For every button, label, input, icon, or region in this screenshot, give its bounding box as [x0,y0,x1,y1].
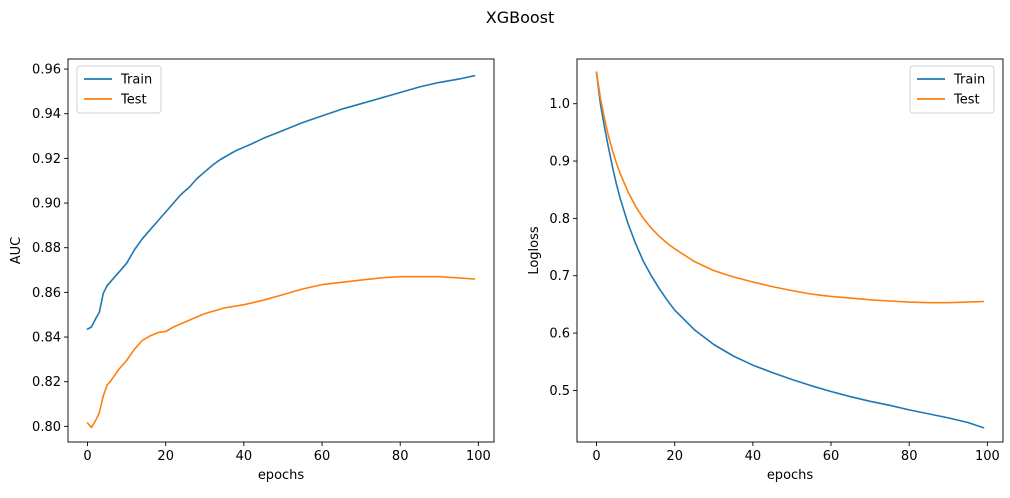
y-tick-label: 0.80 [32,420,61,435]
x-tick-label: 0 [83,449,91,464]
y-tick-label: 0.82 [32,375,61,390]
legend-box [909,65,995,114]
x-tick-label: 100 [975,449,1000,464]
logloss-chart: 0 20 40 60 80 100 0.5 0.6 0.7 0.8 0.9 1.0 epochs Logl… [527,58,1004,483]
x-tick-label: 40 [236,449,253,464]
x-tick-label: 20 [666,449,683,464]
legend-box [76,65,162,114]
auc-chart: 0 20 40 60 80 100 0.80 0.82 0.84 0.86 0.88 0.90 0.92… [9,58,495,483]
y-axis-label: AUC [9,237,24,265]
x-tick-label: 0 [592,449,600,464]
y-tick-label: 0.86 [32,286,61,301]
y-tick-label: 0.84 [32,331,61,346]
y-tick-label: 0.9 [549,155,570,170]
x-axis-label: epochs [767,468,814,483]
y-tick-label: 0.7 [549,269,570,284]
legend-label-test: Test [120,93,147,108]
x-tick-label: 60 [314,449,331,464]
x-tick-label: 80 [392,449,409,464]
x-tick-label: 100 [466,449,491,464]
legend: Train Test [76,65,162,114]
legend-label-train: Train [953,73,985,88]
y-tick-label: 0.8 [549,212,570,227]
series-line-train [86,74,476,331]
y-tick-label: 1.0 [549,97,570,112]
plot-frame [67,58,495,443]
series-line-train [595,71,985,429]
y-tick-label: 0.6 [549,327,570,342]
y-tick-label: 0.96 [32,63,61,78]
legend-label-test: Test [953,93,980,108]
series-line-test [86,275,476,429]
series-line-test [595,71,985,304]
y-tick-label: 0.94 [32,107,61,122]
x-axis-label: epochs [258,468,305,483]
x-tick-label: 60 [823,449,840,464]
x-tick-label: 80 [901,449,918,464]
legend-label-train: Train [120,73,152,88]
plot-frame [576,58,1004,443]
y-axis-label: Logloss [527,226,542,275]
x-tick-label: 40 [745,449,762,464]
y-tick-label: 0.90 [32,197,61,212]
x-tick-label: 20 [157,449,174,464]
figure-title: XGBoost [486,8,555,27]
y-tick-label: 0.92 [32,152,61,167]
y-tick-label: 0.88 [32,241,61,256]
legend: Train Test [909,65,995,114]
y-tick-label: 0.5 [549,384,570,399]
